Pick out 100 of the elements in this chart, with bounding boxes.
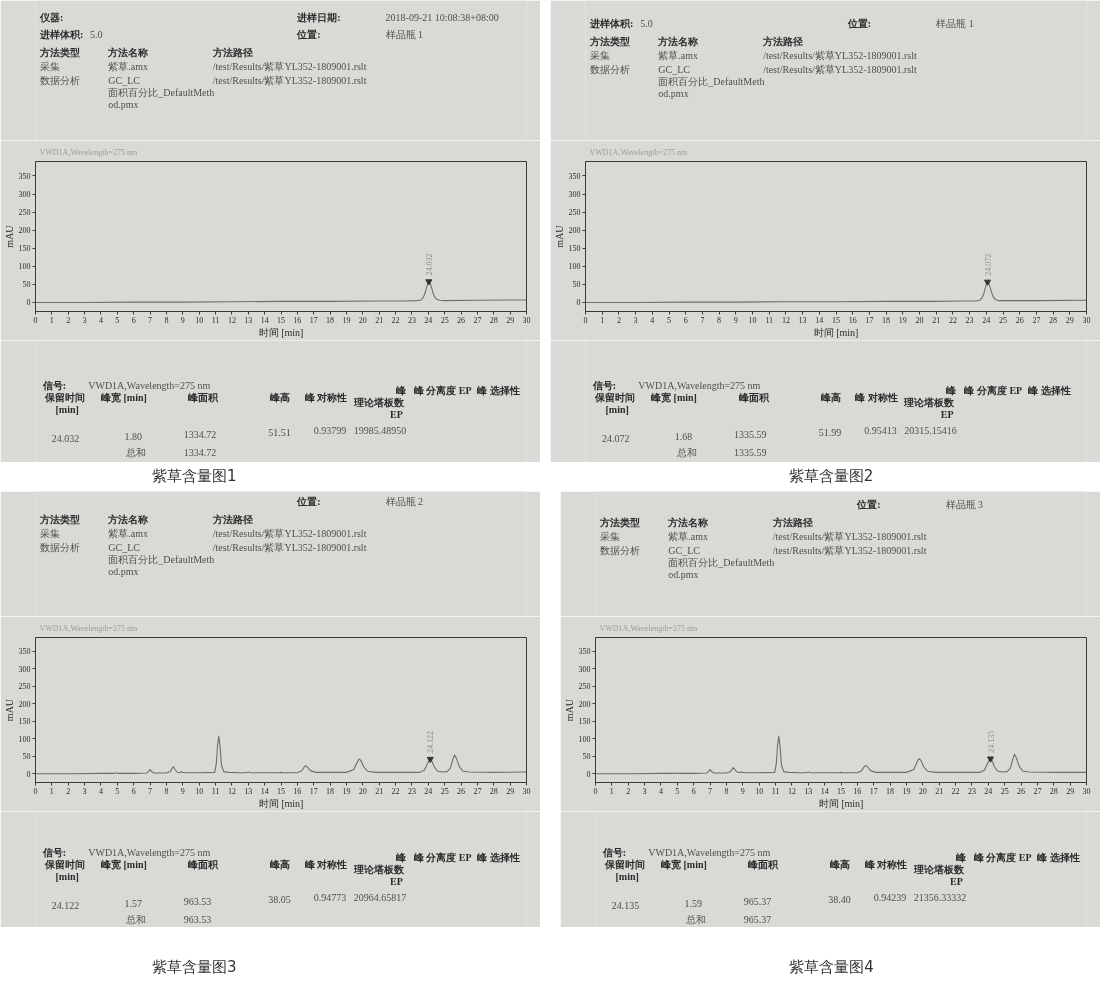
x-tick-label: 15: [837, 786, 845, 796]
text: 方法名称: [667, 517, 710, 528]
text: 方法路径: [762, 36, 804, 47]
x-tick-label: 29: [506, 786, 515, 796]
y-tick-label: 350: [568, 171, 581, 181]
text: 数据分析: [590, 64, 631, 75]
text: 5.0: [90, 29, 103, 40]
text: 数据分析: [600, 545, 641, 556]
y-tick-label: 100: [578, 734, 591, 744]
x-tick-label: 22: [391, 315, 400, 325]
text: 峰 对称性: [855, 392, 898, 403]
text: 1.80: [124, 431, 143, 442]
x-tick-label: 21: [375, 786, 384, 796]
text: 峰 分离度 EP: [973, 852, 1032, 863]
x-tick-label: 19: [342, 315, 351, 325]
x-tick-label: 6: [131, 315, 136, 325]
x-tick-label: 17: [309, 315, 318, 325]
x-tick-label: 24: [984, 786, 993, 796]
text: 峰高: [830, 859, 851, 870]
x-tick-label: 7: [148, 315, 153, 325]
text: /test/Results/紫草YL352-1809001.rslt: [212, 542, 367, 553]
x-tick-label: 21: [932, 315, 941, 325]
x-tick-label: 12: [781, 315, 790, 325]
text: EP: [940, 409, 954, 420]
text: 峰: [395, 385, 407, 396]
text: 保留时间: [43, 392, 85, 403]
text: 峰宽 [min]: [100, 392, 147, 403]
x-tick-label: 0: [33, 786, 38, 796]
x-tick-label: 14: [260, 786, 269, 796]
text: 总和: [675, 447, 697, 458]
text: VWD1A,Wavelength=275 nm: [88, 380, 211, 391]
y-tick-label: 250: [18, 682, 31, 692]
y-tick-label: 150: [18, 244, 31, 254]
x-tick-label: 13: [244, 315, 253, 325]
x-tick-label: 26: [457, 315, 466, 325]
text: [min]: [55, 871, 79, 882]
text: GC_LC: [108, 75, 141, 86]
x-tick-label: 28: [1049, 786, 1058, 796]
text: 51.51: [268, 427, 291, 438]
x-tick-label: 19: [342, 786, 351, 796]
text: 峰宽 [min]: [651, 392, 697, 403]
text: 总和: [125, 914, 147, 925]
text: 峰 分离度 EP: [964, 385, 1023, 396]
text: EP: [390, 876, 403, 887]
x-tick-label: 23: [407, 786, 416, 796]
x-tick-label: 9: [180, 786, 185, 796]
x-tick-label: 10: [755, 786, 764, 796]
text: 24.032: [51, 433, 80, 444]
x-tick-label: 28: [1049, 315, 1058, 325]
text: 信号:: [591, 380, 617, 391]
text: 21356.33332: [913, 892, 967, 903]
text: 38.05: [268, 894, 291, 905]
text: 方法路径: [771, 517, 813, 528]
x-tick-label: 16: [848, 315, 857, 325]
y-tick-label: 350: [18, 171, 31, 181]
x-tick-label: 1: [600, 315, 605, 325]
x-tick-label: 24: [424, 786, 433, 796]
y-tick-label: 300: [568, 190, 581, 200]
x-tick-label: 16: [293, 315, 302, 325]
text: 峰面积: [188, 392, 220, 403]
y-tick-label: 50: [22, 752, 31, 762]
x-tick-label: 30: [522, 786, 531, 796]
x-tick-label: 4: [658, 786, 663, 796]
x-tick-label: 15: [277, 315, 285, 325]
text: [min]: [55, 404, 79, 415]
text: 51.99: [818, 427, 842, 438]
y-tick-label: 300: [578, 664, 591, 674]
text: 峰: [395, 852, 407, 863]
y-axis-title: mAU: [563, 698, 575, 722]
text: 总和: [685, 914, 707, 925]
text: 紫草含量图1: [151, 466, 237, 485]
text: 方法名称: [107, 514, 150, 525]
x-tick-label: 7: [700, 315, 705, 325]
x-tick-label: 16: [293, 786, 302, 796]
text: 峰面积: [738, 392, 770, 403]
text: 理论塔板数: [352, 397, 405, 408]
y-tick-label: 200: [568, 226, 581, 236]
y-tick-label: 250: [18, 208, 31, 218]
x-tick-label: 2: [626, 786, 631, 796]
text: 采集: [40, 61, 61, 72]
x-tick-label: 20: [915, 315, 924, 325]
text: 峰宽 [min]: [660, 859, 707, 870]
x-tick-label: 27: [473, 786, 482, 796]
x-tick-label: 19: [898, 315, 907, 325]
text: 1334.72: [183, 447, 217, 458]
y-tick-label: 50: [22, 280, 31, 290]
x-tick-label: 29: [1066, 786, 1075, 796]
text: 采集: [600, 531, 621, 542]
x-tick-label: 4: [98, 315, 103, 325]
text: 峰: [946, 385, 958, 396]
x-tick-label: 18: [326, 315, 335, 325]
text: 峰面积: [188, 859, 220, 870]
y-tick-label: 200: [18, 226, 31, 236]
text: 峰 对称性: [304, 392, 348, 403]
text: [min]: [615, 871, 639, 882]
x-tick-label: 12: [787, 786, 796, 796]
text: 理论塔板数: [912, 864, 965, 875]
text: EP: [950, 876, 963, 887]
text: 紫草.amx: [108, 61, 148, 72]
x-tick-label: 21: [935, 786, 944, 796]
